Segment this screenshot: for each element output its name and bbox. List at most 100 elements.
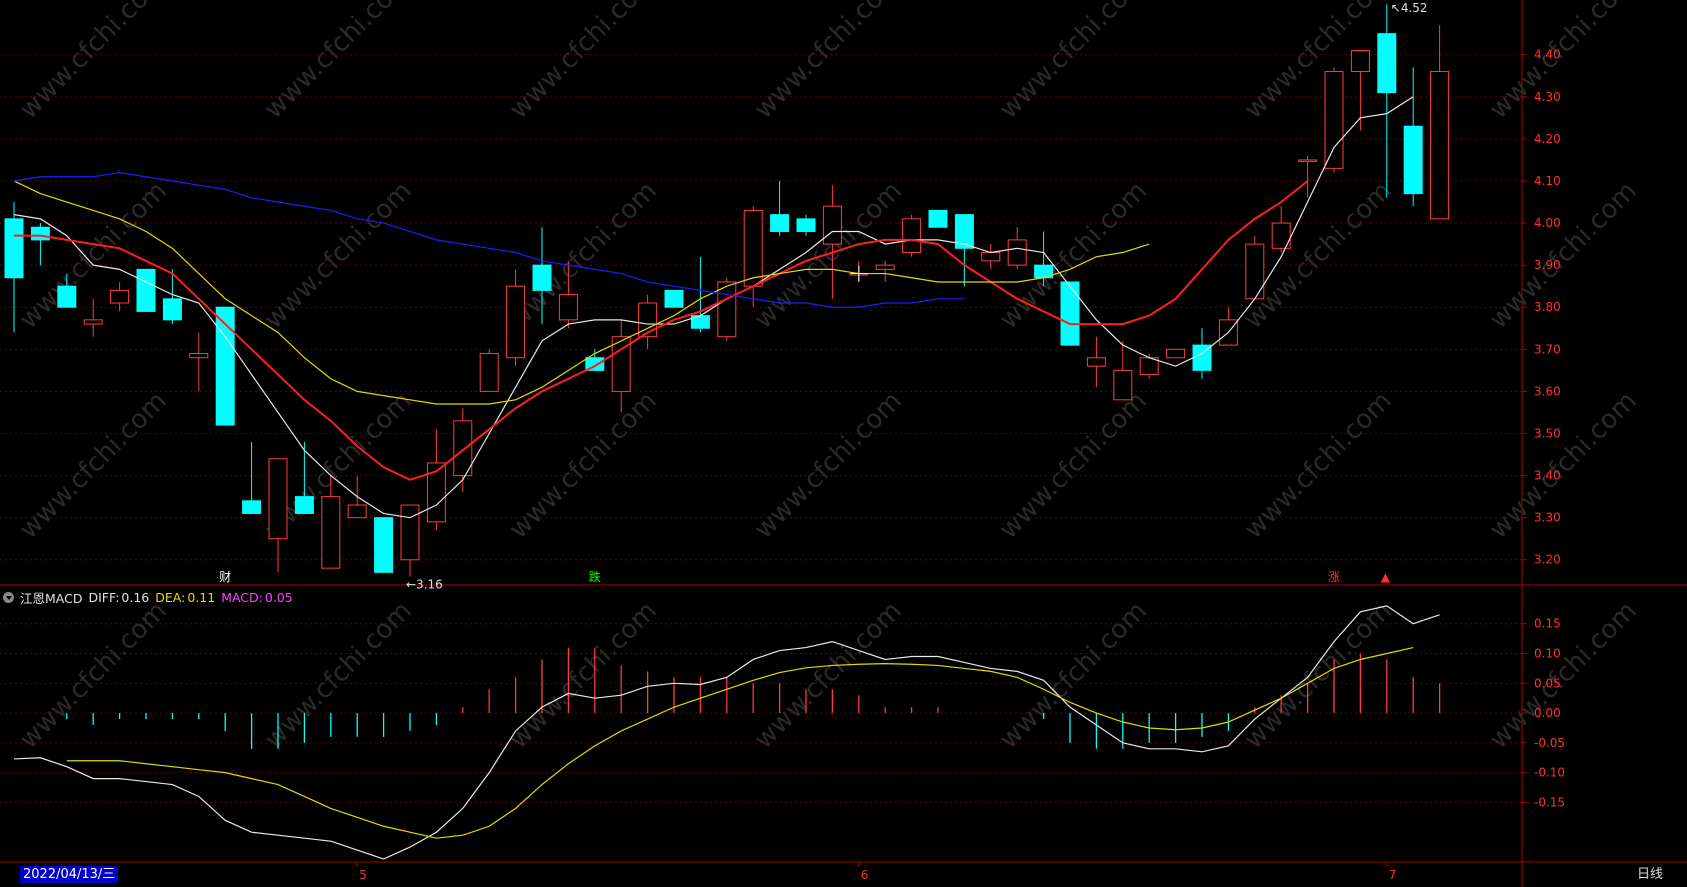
x-tick-label: 7 xyxy=(1389,868,1397,882)
watermark-text: www.cfchi.com xyxy=(1484,596,1643,755)
candle-up xyxy=(110,289,130,304)
candle-up xyxy=(1113,369,1133,401)
y-tick-label: 3.70 xyxy=(1534,342,1561,356)
y-tick-label: 4.30 xyxy=(1534,90,1561,104)
candle-up xyxy=(321,496,341,569)
watermark-text: www.cfchi.com xyxy=(14,386,173,545)
watermark-text: www.cfchi.com xyxy=(1239,596,1398,755)
watermark-text: www.cfchi.com xyxy=(994,596,1153,755)
y-tick-label: 4.40 xyxy=(1534,48,1561,62)
watermark-text: www.cfchi.com xyxy=(749,596,908,755)
y-tick-label: -0.15 xyxy=(1534,795,1565,809)
y-tick-label: 3.80 xyxy=(1534,300,1561,314)
y-tick-label: 4.20 xyxy=(1534,132,1561,146)
candle-up xyxy=(1245,243,1265,300)
candle-down xyxy=(242,500,262,514)
ma-line-2 xyxy=(14,180,1309,481)
signal-marker: ▲ xyxy=(1381,570,1391,584)
candle-up xyxy=(189,353,209,359)
cursor-date: 2022/04/13/三 xyxy=(20,866,119,883)
candle-down xyxy=(374,517,394,573)
signal-marker: 涨 xyxy=(1328,569,1340,584)
candle-up xyxy=(611,336,631,392)
candle-down xyxy=(136,268,156,312)
candle-down xyxy=(954,214,974,249)
candle-up xyxy=(1086,357,1106,367)
candle-down xyxy=(928,209,948,228)
y-tick-label: 4.10 xyxy=(1534,174,1561,188)
watermark-text: www.cfchi.com xyxy=(504,0,663,125)
candle-down xyxy=(57,285,77,308)
candle-up xyxy=(1430,71,1450,220)
candle-up xyxy=(1166,348,1186,359)
candle-up xyxy=(638,302,658,338)
watermark-text: www.cfchi.com xyxy=(749,0,908,125)
dea-value: 0.11 xyxy=(187,589,216,605)
candle-down xyxy=(1377,33,1397,94)
diff-line xyxy=(13,605,1440,860)
candle-down xyxy=(4,218,24,279)
y-tick-label: -0.10 xyxy=(1534,766,1565,780)
watermark-text: www.cfchi.com xyxy=(749,386,908,545)
watermark-text: www.cfchi.com xyxy=(504,386,663,545)
candle-up xyxy=(479,353,499,392)
y-tick-label: 3.90 xyxy=(1534,258,1561,272)
watermark-text: www.cfchi.com xyxy=(504,596,663,755)
y-tick-label: 0.00 xyxy=(1534,706,1561,720)
candle-up xyxy=(1298,159,1318,162)
candle-up xyxy=(1324,71,1344,169)
x-tick-label: 6 xyxy=(861,868,869,882)
x-tick-label: 5 xyxy=(359,868,367,882)
watermark-text: www.cfchi.com xyxy=(1484,176,1643,335)
y-tick-label: 0.05 xyxy=(1534,676,1561,690)
diff-value: 0.16 xyxy=(121,589,150,605)
candle-up xyxy=(822,205,842,245)
candle-down xyxy=(770,214,790,232)
low-price-marker: ←3.16 xyxy=(406,578,443,592)
watermark-text: www.cfchi.com xyxy=(259,176,418,335)
period-selector[interactable]: 日线 xyxy=(1636,867,1663,882)
candle-down xyxy=(294,496,314,514)
indicator-menu-icon[interactable] xyxy=(3,591,14,603)
y-tick-label: 3.60 xyxy=(1534,384,1561,398)
candle-up xyxy=(981,252,1001,262)
candle-up xyxy=(1271,222,1291,249)
y-tick-label: 3.50 xyxy=(1534,426,1561,440)
signal-marker: 财 xyxy=(219,570,231,584)
watermark-text: www.cfchi.com xyxy=(994,386,1153,545)
candle-up xyxy=(83,319,103,325)
candle-up xyxy=(743,209,763,287)
candle-up xyxy=(506,285,526,359)
watermark-text: www.cfchi.com xyxy=(1484,386,1643,545)
diff-label: DIFF: xyxy=(88,589,120,605)
y-tick-label: 3.20 xyxy=(1534,553,1561,567)
candle-up xyxy=(453,420,473,477)
macd-value: 0.05 xyxy=(264,589,293,605)
candle-up xyxy=(347,504,367,519)
watermark-text: www.cfchi.com xyxy=(749,176,908,335)
y-tick-label: 3.30 xyxy=(1534,511,1561,525)
y-tick-label: -0.05 xyxy=(1534,736,1565,750)
dea-line xyxy=(66,646,1414,839)
candle-up xyxy=(1350,50,1370,73)
indicator-name: 江恩MACD xyxy=(20,590,83,606)
candle-down xyxy=(532,264,552,291)
candle-down xyxy=(1060,281,1080,346)
watermark-text: www.cfchi.com xyxy=(259,596,418,755)
signal-marker: 跌 xyxy=(589,569,601,584)
ma-line-4 xyxy=(13,171,965,308)
macd-label: MACD: xyxy=(221,589,263,605)
y-tick-label: 3.40 xyxy=(1534,469,1561,483)
high-price-marker: ↖4.52 xyxy=(1391,1,1428,15)
watermark-text: www.cfchi.com xyxy=(1484,0,1643,125)
candle-down xyxy=(1403,125,1423,195)
watermark-text: www.cfchi.com xyxy=(14,0,173,125)
y-tick-label: 0.15 xyxy=(1534,617,1561,631)
candle-up xyxy=(1007,239,1027,266)
candle-up xyxy=(268,458,288,540)
candle-up xyxy=(558,294,578,321)
candle-up xyxy=(400,504,420,561)
dea-label: DEA: xyxy=(155,589,186,605)
watermark-text: www.cfchi.com xyxy=(1239,386,1398,545)
